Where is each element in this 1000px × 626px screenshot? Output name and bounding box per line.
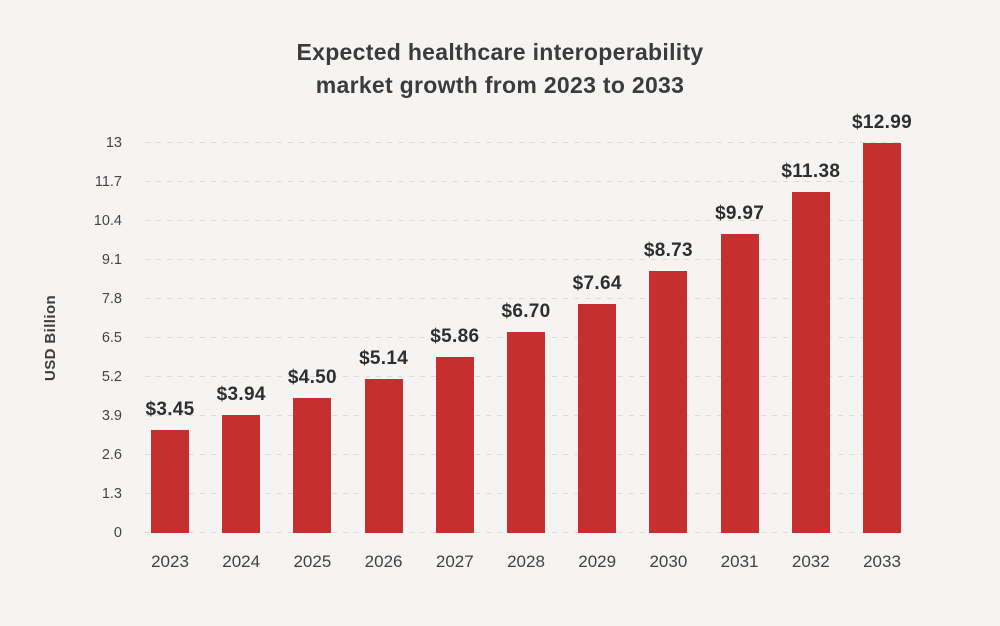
gridline — [145, 220, 903, 221]
y-tick-label: 7.8 — [101, 291, 122, 307]
bar-value-label: $5.14 — [359, 347, 409, 369]
gridline — [145, 259, 903, 260]
x-tick-label: 2031 — [720, 552, 759, 571]
bar-2023 — [151, 429, 189, 533]
bar-value-label: $9.97 — [715, 202, 765, 224]
bar-2028 — [507, 332, 545, 533]
y-axis-title: USD Billion — [42, 294, 59, 382]
bar-value-label: $8.73 — [643, 240, 693, 262]
gridline — [145, 142, 903, 143]
x-tick-label: 2023 — [151, 552, 189, 571]
bar-2025 — [293, 398, 332, 533]
y-tick-label: 2.6 — [101, 447, 122, 463]
bar-value-label: $12.99 — [852, 112, 912, 134]
y-tick-label: 3.9 — [101, 408, 122, 424]
y-tick-label: 9.1 — [101, 252, 122, 268]
bar-2027 — [435, 357, 474, 533]
x-tick-label: 2033 — [863, 552, 901, 571]
y-tick-label: 13 — [105, 135, 122, 151]
bar-value-label: $11.38 — [781, 160, 841, 182]
bar-2031 — [720, 233, 759, 533]
bar-value-label: $4.50 — [287, 367, 337, 388]
bar-2024 — [222, 414, 261, 533]
bar-value-label: $3.94 — [216, 383, 266, 405]
x-tick-label: 2025 — [293, 552, 332, 571]
plot-area: 0 1.3 2.6 3.9 5.2 6.5 7.8 9.1 10.4 11.7 13 $3.45 202… — [94, 112, 912, 571]
x-tick-label: 2024 — [222, 552, 261, 571]
chart-title: Expected healthcare interoperability mar… — [0, 36, 1000, 102]
y-tick-label: 0 — [113, 525, 122, 541]
bar-value-label: $6.70 — [501, 301, 551, 322]
bar-value-label: $7.64 — [572, 272, 622, 294]
bar-2032 — [791, 191, 830, 533]
x-tick-label: 2026 — [364, 552, 403, 571]
gridline — [145, 298, 903, 299]
y-tick-label: 10.4 — [93, 213, 122, 229]
x-tick-label: 2032 — [791, 552, 830, 571]
y-tick-label: 6.5 — [101, 330, 122, 346]
chart-title-line1: Expected healthcare interoperability — [296, 39, 704, 65]
x-tick-label: 2028 — [507, 552, 545, 571]
bar-2026 — [364, 378, 403, 533]
bar-value-label: $3.45 — [145, 398, 195, 420]
y-tick-label: 5.2 — [101, 369, 122, 385]
gridline — [145, 181, 903, 182]
x-tick-label: 2027 — [435, 552, 474, 571]
chart-title-line2: market growth from 2023 to 2033 — [315, 72, 685, 98]
bar-2030 — [649, 271, 688, 533]
y-tick-label: 1.3 — [101, 486, 122, 502]
x-tick-label: 2030 — [649, 552, 688, 571]
y-tick-label: 11.7 — [94, 174, 122, 190]
bar-value-label: $5.86 — [430, 326, 480, 348]
x-tick-label: 2029 — [578, 552, 617, 571]
bar-2033 — [863, 143, 901, 533]
bar-2029 — [578, 303, 617, 533]
